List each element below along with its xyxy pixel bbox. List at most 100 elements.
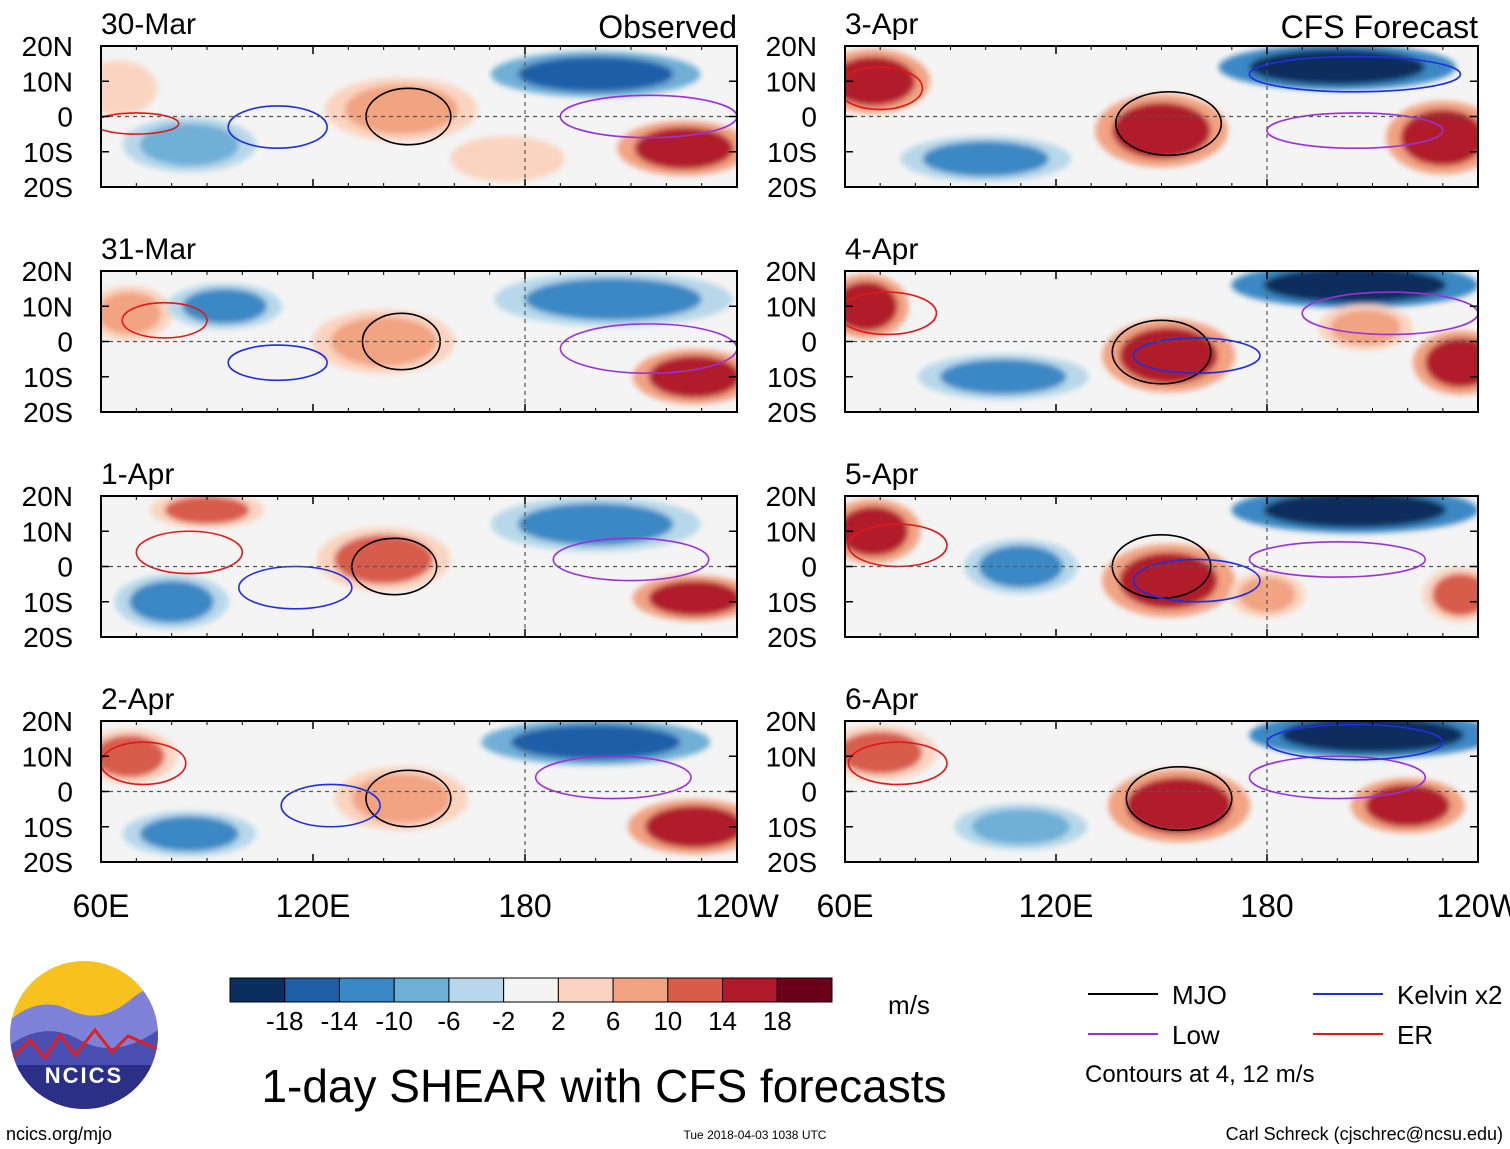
- y-tick-label: 10N: [766, 66, 817, 97]
- anomaly-core: [971, 809, 1071, 845]
- anomaly-core: [634, 127, 734, 170]
- anomaly-core: [1425, 337, 1478, 388]
- colorbar-label: -10: [375, 1006, 413, 1036]
- panel-date: 31-Mar: [101, 233, 196, 266]
- anomaly-core: [845, 731, 923, 774]
- y-tick-label: 0: [57, 102, 73, 133]
- y-tick-label: 10S: [23, 362, 73, 393]
- x-tick-label: 60E: [817, 888, 874, 924]
- logo-red-line: [10, 1027, 158, 1062]
- legend-label: Kelvin x2: [1397, 980, 1503, 1010]
- panel-date: 4-Apr: [845, 233, 918, 266]
- anomaly-core: [101, 67, 147, 110]
- y-tick-label: 0: [801, 552, 817, 583]
- contour-kelvin-x2: [227, 344, 328, 382]
- y-tick-label: 0: [57, 777, 73, 808]
- anomaly-core: [139, 123, 239, 166]
- y-tick-label: 20S: [23, 172, 73, 203]
- contour-kelvin-x2: [1132, 337, 1261, 375]
- colorbar-cell: [229, 977, 286, 1003]
- panel-31-Mar: 20N 10N 0 10S 20S 31-Mar: [22, 233, 738, 428]
- colorbar-label: -6: [437, 1006, 460, 1036]
- y-tick-label: 20N: [22, 481, 73, 512]
- legend-label: MJO: [1172, 980, 1227, 1010]
- contour-low: [1266, 112, 1444, 150]
- anomaly-core: [1263, 271, 1447, 303]
- contour-low: [559, 323, 737, 375]
- anomaly-core: [1432, 573, 1478, 616]
- y-tick-label: 10N: [22, 291, 73, 322]
- y-tick-label: 0: [57, 552, 73, 583]
- panel-5-Apr: 20N 10N 0 10S 20S 5-Apr: [766, 458, 1479, 653]
- y-tick-label: 10N: [766, 741, 817, 772]
- colorbar-label: 2: [551, 1006, 565, 1036]
- panel-date: 5-Apr: [845, 458, 918, 491]
- y-tick-label: 20S: [23, 622, 73, 653]
- panel-30-Mar: 20N 10N 0 10S 20S 30-Mar: [22, 8, 738, 203]
- panel-date: 2-Apr: [101, 683, 174, 716]
- panel-date: 1-Apr: [101, 458, 174, 491]
- panel-1-Apr: 20N 10N 0 10S 20S 1-Apr: [22, 458, 738, 653]
- y-tick-label: 20S: [767, 172, 817, 203]
- y-tick-label: 10N: [766, 291, 817, 322]
- y-tick-label: 20N: [22, 706, 73, 737]
- contour-kelvin-x2: [1266, 723, 1444, 761]
- panel-date: 3-Apr: [845, 8, 918, 41]
- y-tick-label: 0: [801, 327, 817, 358]
- contour-low: [1301, 291, 1478, 336]
- footer-timestamp: Tue 2018-04-03 1038 UTC: [684, 1128, 827, 1142]
- anomaly-core: [101, 735, 165, 778]
- anomaly-core: [351, 773, 451, 824]
- anomaly-core: [845, 56, 916, 106]
- y-tick-label: 20N: [766, 706, 817, 737]
- x-tick-label: 120W: [695, 888, 779, 924]
- colorbar-cell: [667, 977, 724, 1003]
- y-tick-label: 10S: [767, 362, 817, 393]
- y-tick-label: 20S: [767, 397, 817, 428]
- contour-low: [552, 537, 710, 582]
- colorbar: -18 -14 -10 -6 -2 2 6 10 14 18: [229, 977, 833, 1036]
- anomaly-core: [939, 359, 1067, 395]
- anomaly-core: [334, 534, 434, 585]
- y-tick-label: 20S: [23, 397, 73, 428]
- anomaly-core: [1249, 49, 1426, 85]
- colorbar-units: m/s: [888, 990, 930, 1020]
- x-tick-label: 60E: [73, 888, 130, 924]
- y-tick-label: 20N: [766, 31, 817, 62]
- y-tick-label: 10S: [23, 137, 73, 168]
- anomaly-core: [648, 355, 737, 398]
- x-tick-label: 180: [1240, 888, 1293, 924]
- colorbar-cell: [612, 977, 669, 1003]
- anomaly-core: [525, 278, 702, 321]
- anomaly-core: [344, 84, 458, 135]
- y-tick-label: 10N: [766, 516, 817, 547]
- y-tick-label: 0: [801, 777, 817, 808]
- colorbar-cell: [338, 977, 395, 1003]
- column-title-observed: Observed: [598, 9, 737, 45]
- anomaly-core: [517, 56, 674, 92]
- legend-label: ER: [1397, 1020, 1433, 1050]
- panel-2-Apr: 20N 10N 0 10S 20S 2-Apr: [22, 683, 738, 878]
- y-tick-label: 20N: [766, 256, 817, 287]
- contour-kelvin-x2: [1132, 558, 1261, 603]
- anomaly-core: [648, 580, 737, 616]
- colorbar-cell: [776, 977, 833, 1003]
- contour-er: [101, 741, 187, 786]
- anomaly-core: [129, 580, 215, 623]
- legend-label: Low: [1172, 1020, 1220, 1050]
- contour-note: Contours at 4, 12 m/s: [1085, 1061, 1314, 1088]
- y-tick-label: 10S: [23, 812, 73, 843]
- colorbar-cell: [393, 977, 450, 1003]
- contour-er: [847, 741, 948, 786]
- x-axis-labels: 60E 120E 180 120W 60E 120E 180 120W: [73, 888, 1510, 924]
- anomaly-core: [845, 506, 909, 556]
- y-tick-label: 0: [57, 327, 73, 358]
- x-tick-label: 180: [498, 888, 551, 924]
- footer-credit: Carl Schreck (cjschrec@ncsu.edu): [1226, 1124, 1503, 1144]
- contour-er: [121, 301, 208, 339]
- x-tick-label: 120E: [1019, 888, 1094, 924]
- footer-website[interactable]: ncics.org/mjo: [6, 1124, 112, 1144]
- contour-low: [534, 755, 692, 800]
- contour-legend: MJO Kelvin x2 Low ER: [1088, 980, 1503, 1050]
